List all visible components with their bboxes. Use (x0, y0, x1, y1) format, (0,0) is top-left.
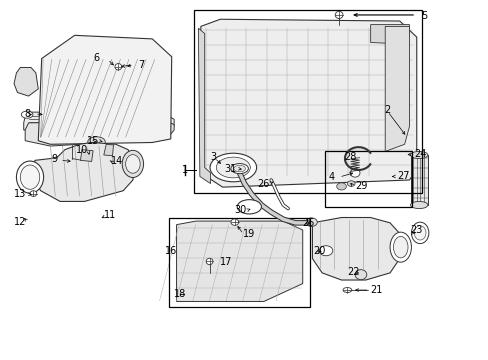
Ellipse shape (305, 218, 317, 226)
Text: 31: 31 (224, 163, 237, 174)
Text: 27: 27 (397, 171, 409, 181)
Text: 23: 23 (410, 225, 422, 235)
Ellipse shape (125, 155, 140, 173)
Polygon shape (103, 144, 113, 156)
Text: 30: 30 (234, 205, 246, 215)
Text: 26: 26 (256, 179, 268, 189)
Text: 25: 25 (302, 218, 314, 228)
Polygon shape (370, 24, 408, 44)
Ellipse shape (346, 181, 354, 186)
Bar (169, 217, 309, 307)
Polygon shape (410, 155, 427, 205)
Ellipse shape (389, 232, 410, 262)
Ellipse shape (237, 200, 261, 214)
Text: 19: 19 (243, 229, 255, 239)
Text: 28: 28 (344, 152, 356, 162)
Ellipse shape (413, 226, 425, 240)
Ellipse shape (409, 152, 427, 158)
Ellipse shape (230, 163, 248, 174)
Ellipse shape (87, 137, 105, 147)
Ellipse shape (20, 165, 40, 189)
Ellipse shape (336, 183, 346, 190)
Polygon shape (312, 217, 399, 280)
Ellipse shape (354, 270, 366, 280)
Polygon shape (33, 143, 135, 202)
Ellipse shape (342, 288, 351, 293)
Text: 13: 13 (14, 189, 26, 199)
Text: 7: 7 (138, 60, 144, 70)
Text: 11: 11 (103, 210, 116, 220)
Bar (324, 152, 411, 207)
Text: 18: 18 (174, 289, 186, 299)
Polygon shape (24, 112, 174, 130)
Text: 24: 24 (413, 149, 426, 159)
Polygon shape (14, 67, 38, 96)
Ellipse shape (349, 168, 359, 177)
Ellipse shape (335, 12, 342, 18)
Ellipse shape (30, 191, 37, 197)
Ellipse shape (409, 202, 427, 208)
Text: 10: 10 (76, 145, 88, 155)
Text: 22: 22 (346, 267, 359, 277)
Ellipse shape (233, 165, 245, 172)
Text: 6: 6 (93, 53, 100, 63)
Ellipse shape (206, 258, 213, 265)
Ellipse shape (216, 157, 250, 178)
Ellipse shape (319, 246, 332, 256)
Text: 12: 12 (14, 217, 26, 227)
Text: 15: 15 (87, 136, 99, 146)
Polygon shape (25, 121, 174, 146)
Text: 5: 5 (420, 12, 427, 21)
Polygon shape (198, 28, 210, 184)
Text: 20: 20 (313, 247, 325, 256)
Text: 29: 29 (354, 181, 366, 192)
Text: 21: 21 (369, 285, 382, 295)
Text: 1: 1 (182, 165, 188, 175)
Ellipse shape (230, 219, 238, 225)
Polygon shape (176, 221, 302, 301)
Text: 2: 2 (384, 105, 390, 115)
Polygon shape (81, 150, 93, 161)
Bar (193, 10, 421, 193)
Text: 9: 9 (51, 154, 57, 164)
Text: 4: 4 (328, 172, 334, 182)
Text: 16: 16 (164, 247, 177, 256)
Text: 14: 14 (111, 157, 123, 166)
Text: 8: 8 (24, 109, 30, 119)
Polygon shape (201, 19, 416, 187)
Text: 3: 3 (209, 152, 216, 162)
Polygon shape (385, 26, 408, 152)
Ellipse shape (122, 150, 143, 177)
Ellipse shape (393, 237, 407, 258)
Ellipse shape (17, 161, 43, 193)
Text: 17: 17 (220, 257, 232, 267)
Polygon shape (38, 35, 171, 144)
Ellipse shape (21, 111, 33, 118)
Ellipse shape (115, 64, 122, 70)
Ellipse shape (410, 222, 428, 244)
Ellipse shape (210, 153, 256, 182)
